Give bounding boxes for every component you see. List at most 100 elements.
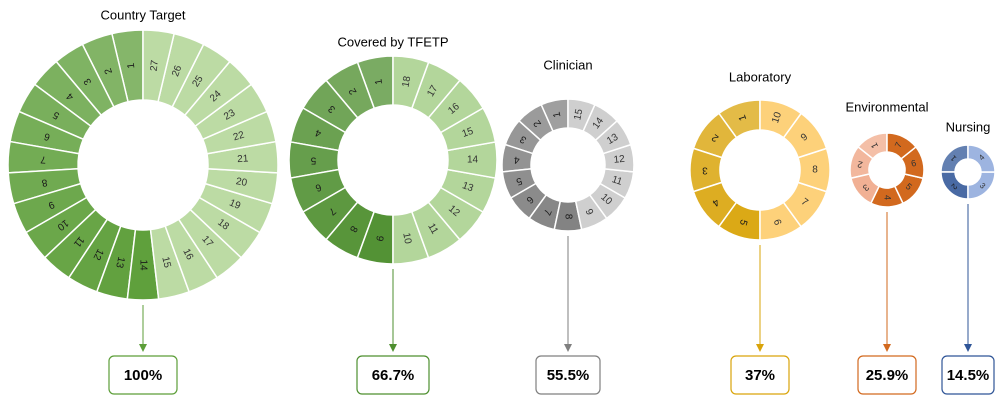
segment-label: 15 (572, 108, 585, 122)
segment-label: 5 (51, 109, 62, 122)
segment-label: 5 (904, 181, 914, 192)
segment-label: 19 (227, 197, 242, 212)
arrow-head (883, 344, 891, 352)
segment-label: 27 (149, 59, 161, 72)
percent-label: 100% (124, 367, 162, 384)
segment-label: 8 (347, 224, 360, 235)
segment-label: 2 (103, 66, 115, 75)
segment-label: 10 (400, 232, 413, 245)
percent-box (857, 355, 917, 395)
segment-label: 22 (232, 129, 246, 143)
segment-label: 2 (949, 182, 959, 192)
segment-label: 26 (170, 64, 184, 79)
arrow-head (756, 344, 764, 352)
segment-label: 3 (82, 76, 94, 87)
percent-box (535, 355, 601, 395)
segment-label: 13 (605, 132, 621, 147)
segment-label: 2 (856, 159, 863, 170)
segment-label: 4 (883, 195, 893, 200)
segment-label: 5 (310, 154, 316, 165)
segment-label: 18 (401, 75, 414, 88)
segment-label: 6 (910, 158, 917, 169)
segment-label: 8 (812, 165, 818, 176)
segment-label: 8 (40, 176, 48, 188)
segment-label: 15 (461, 126, 476, 140)
ring-title: Environmental (845, 99, 928, 114)
segment-label: 1 (551, 110, 563, 118)
segment-label: 3 (518, 133, 529, 146)
segment-label: 12 (613, 154, 626, 166)
segment-label: 13 (113, 256, 126, 270)
segment-label: 4 (977, 152, 987, 162)
segment-label: 16 (180, 247, 195, 262)
segment-label: 5 (737, 218, 749, 227)
segment-label: 13 (461, 180, 476, 194)
arrow-head (964, 344, 972, 352)
arrow-head (564, 344, 572, 352)
segment-label: 1 (869, 141, 880, 150)
segment-label: 14 (467, 155, 479, 166)
segment-label: 20 (235, 176, 248, 189)
arrow-head (139, 344, 147, 352)
ring-title: Country Target (100, 7, 185, 22)
segment-label: 9 (583, 207, 595, 217)
segment-label: 14 (137, 259, 148, 271)
segment-label: 2 (347, 86, 360, 97)
segment-label: 17 (425, 83, 440, 99)
percent-label: 37% (745, 367, 775, 384)
segment-label: 1 (737, 113, 749, 122)
segment-label: 1 (126, 62, 138, 69)
ring-title: Clinician (543, 57, 592, 72)
segment-label: 21 (237, 153, 249, 165)
ring-segment (886, 132, 917, 160)
segment-label: 12 (90, 247, 105, 262)
segment-label: 6 (43, 130, 52, 142)
segment-label: 4 (513, 154, 520, 166)
ring: 12 3 4 5 67 (849, 132, 925, 208)
segment-label: 7 (799, 196, 810, 208)
percent-box (108, 355, 178, 395)
ring-segment (567, 98, 596, 133)
segment-label: 4 (64, 90, 76, 102)
segment-label: 1 (373, 78, 385, 86)
segment-label: 7 (893, 141, 904, 150)
ring: 1 2 3 4 (940, 144, 996, 200)
segment-label: 7 (40, 153, 47, 164)
segment-label: 9 (799, 131, 810, 143)
ring-segment (967, 144, 996, 173)
percent-box (356, 355, 430, 395)
segment-label: 3 (861, 182, 871, 193)
percent-label: 55.5% (547, 367, 590, 384)
ring-segment (759, 99, 803, 139)
segment-label: 7 (326, 205, 338, 217)
percent-label: 25.9% (866, 367, 909, 384)
segment-label: 3 (978, 181, 988, 191)
segment-label: 6 (313, 181, 322, 193)
arrow-head (389, 344, 397, 352)
ring: 1 2 3 4 5 6 7 8 9 10 (689, 99, 831, 241)
segment-label: 7 (541, 207, 553, 217)
segment-label: 11 (610, 174, 624, 188)
ring-title: Covered by TFETP (337, 34, 448, 49)
ring-title: Nursing (946, 119, 991, 134)
segment-label: 4 (710, 196, 721, 208)
percent-label: 66.7% (372, 367, 415, 384)
percent-box (941, 355, 995, 395)
segment-label: 2 (532, 117, 544, 128)
segment-label: 2 (710, 131, 721, 143)
segment-label: 8 (562, 214, 573, 220)
segment-label: 6 (524, 193, 536, 205)
ring-segment (392, 55, 430, 110)
segment-label: 9 (46, 198, 56, 210)
segment-label: 3 (326, 103, 338, 115)
percent-label: 14.5% (947, 367, 990, 384)
segment-label: 5 (514, 175, 523, 187)
segment-label: 9 (373, 235, 385, 243)
segment-label: 10 (770, 110, 784, 124)
percent-box (730, 355, 790, 395)
segment-label: 4 (313, 126, 322, 138)
